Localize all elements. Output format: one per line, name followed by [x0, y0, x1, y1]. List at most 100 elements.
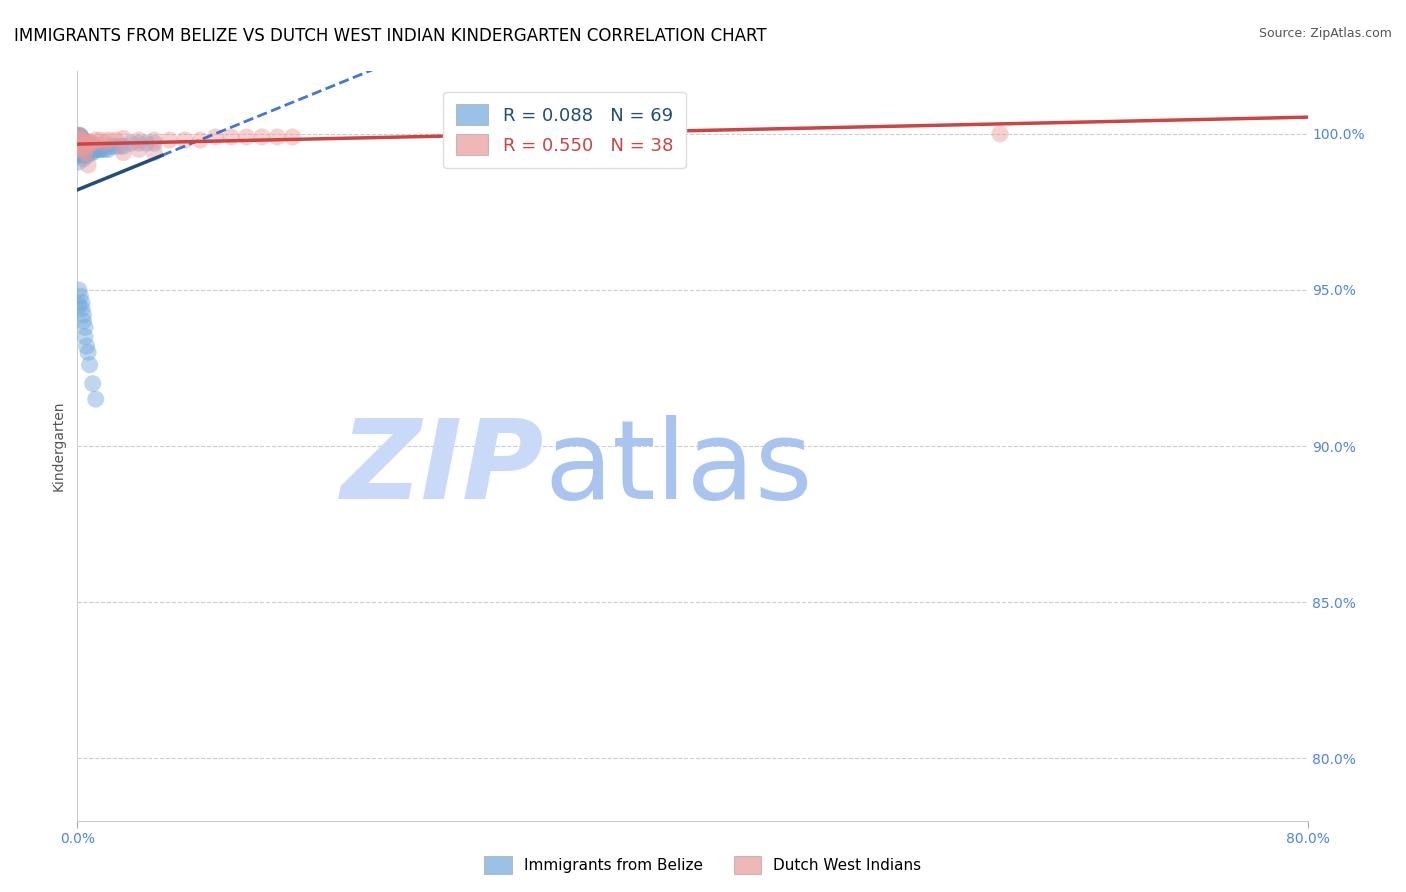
- Point: [67, 143, 90, 157]
- Point: [67, 130, 90, 145]
- Point: [72, 135, 94, 149]
- Point: [72, 145, 94, 160]
- Point: [67, 133, 90, 147]
- Point: [104, 133, 127, 147]
- Point: [988, 127, 1011, 141]
- Point: [89, 143, 111, 157]
- Point: [79, 358, 101, 372]
- Point: [67, 133, 90, 147]
- Point: [69, 128, 91, 143]
- Point: [73, 136, 96, 151]
- Point: [235, 130, 257, 145]
- Point: [67, 148, 90, 162]
- Point: [69, 139, 91, 153]
- Point: [73, 136, 96, 151]
- Point: [100, 139, 122, 153]
- Point: [104, 139, 127, 153]
- Point: [72, 314, 94, 328]
- Point: [82, 145, 104, 160]
- Point: [73, 320, 96, 334]
- Point: [77, 158, 100, 172]
- Point: [250, 130, 273, 145]
- Point: [83, 139, 105, 153]
- Point: [120, 136, 142, 151]
- Point: [84, 392, 107, 407]
- Point: [128, 143, 150, 157]
- Point: [112, 131, 135, 145]
- Point: [90, 143, 114, 157]
- Point: [188, 133, 212, 147]
- Point: [69, 136, 91, 151]
- Point: [89, 133, 111, 147]
- Point: [77, 139, 100, 153]
- Text: IMMIGRANTS FROM BELIZE VS DUTCH WEST INDIAN KINDERGARTEN CORRELATION CHART: IMMIGRANTS FROM BELIZE VS DUTCH WEST IND…: [14, 27, 766, 45]
- Point: [159, 133, 181, 147]
- Point: [77, 136, 100, 151]
- Point: [69, 289, 91, 303]
- Point: [97, 143, 120, 157]
- Point: [135, 136, 157, 151]
- Point: [174, 133, 197, 147]
- Point: [70, 143, 93, 157]
- Point: [67, 145, 90, 160]
- Point: [70, 295, 93, 310]
- Point: [84, 133, 107, 147]
- Point: [86, 143, 108, 157]
- Point: [76, 143, 98, 157]
- Point: [70, 136, 93, 151]
- Point: [110, 139, 132, 153]
- Point: [80, 145, 103, 160]
- Text: atlas: atlas: [546, 415, 813, 522]
- Point: [219, 130, 242, 145]
- Point: [67, 128, 90, 143]
- Point: [70, 131, 93, 145]
- Point: [97, 133, 120, 147]
- Point: [76, 136, 98, 151]
- Point: [67, 130, 90, 145]
- Y-axis label: Kindergarten: Kindergarten: [52, 401, 66, 491]
- Point: [67, 128, 90, 143]
- Point: [128, 133, 150, 147]
- Point: [67, 136, 90, 151]
- Point: [73, 330, 96, 344]
- Point: [69, 136, 91, 151]
- Point: [67, 136, 90, 151]
- Point: [72, 139, 94, 153]
- Point: [143, 145, 166, 160]
- Point: [69, 131, 91, 145]
- Point: [77, 145, 100, 160]
- Point: [82, 139, 104, 153]
- Point: [112, 145, 135, 160]
- Point: [72, 308, 94, 322]
- Point: [80, 139, 103, 153]
- Point: [82, 376, 104, 391]
- Point: [77, 345, 100, 359]
- Point: [94, 143, 117, 157]
- Legend: Immigrants from Belize, Dutch West Indians: Immigrants from Belize, Dutch West India…: [478, 850, 928, 880]
- Point: [94, 136, 117, 151]
- Point: [69, 130, 91, 145]
- Point: [76, 339, 98, 353]
- Point: [73, 145, 96, 160]
- Text: ZIP: ZIP: [342, 415, 546, 522]
- Point: [67, 283, 90, 297]
- Point: [112, 139, 135, 153]
- Point: [204, 130, 226, 145]
- Point: [72, 143, 94, 157]
- Point: [76, 148, 98, 162]
- Point: [69, 143, 91, 157]
- Point: [70, 143, 93, 157]
- Point: [72, 152, 94, 166]
- Point: [79, 136, 101, 151]
- Point: [79, 145, 101, 160]
- Text: Source: ZipAtlas.com: Source: ZipAtlas.com: [1258, 27, 1392, 40]
- Point: [70, 133, 93, 147]
- Point: [70, 301, 93, 316]
- Point: [73, 143, 96, 157]
- Point: [87, 143, 110, 157]
- Point: [143, 133, 166, 147]
- Point: [67, 155, 90, 169]
- Point: [79, 139, 101, 153]
- Point: [67, 139, 90, 153]
- Point: [70, 148, 93, 162]
